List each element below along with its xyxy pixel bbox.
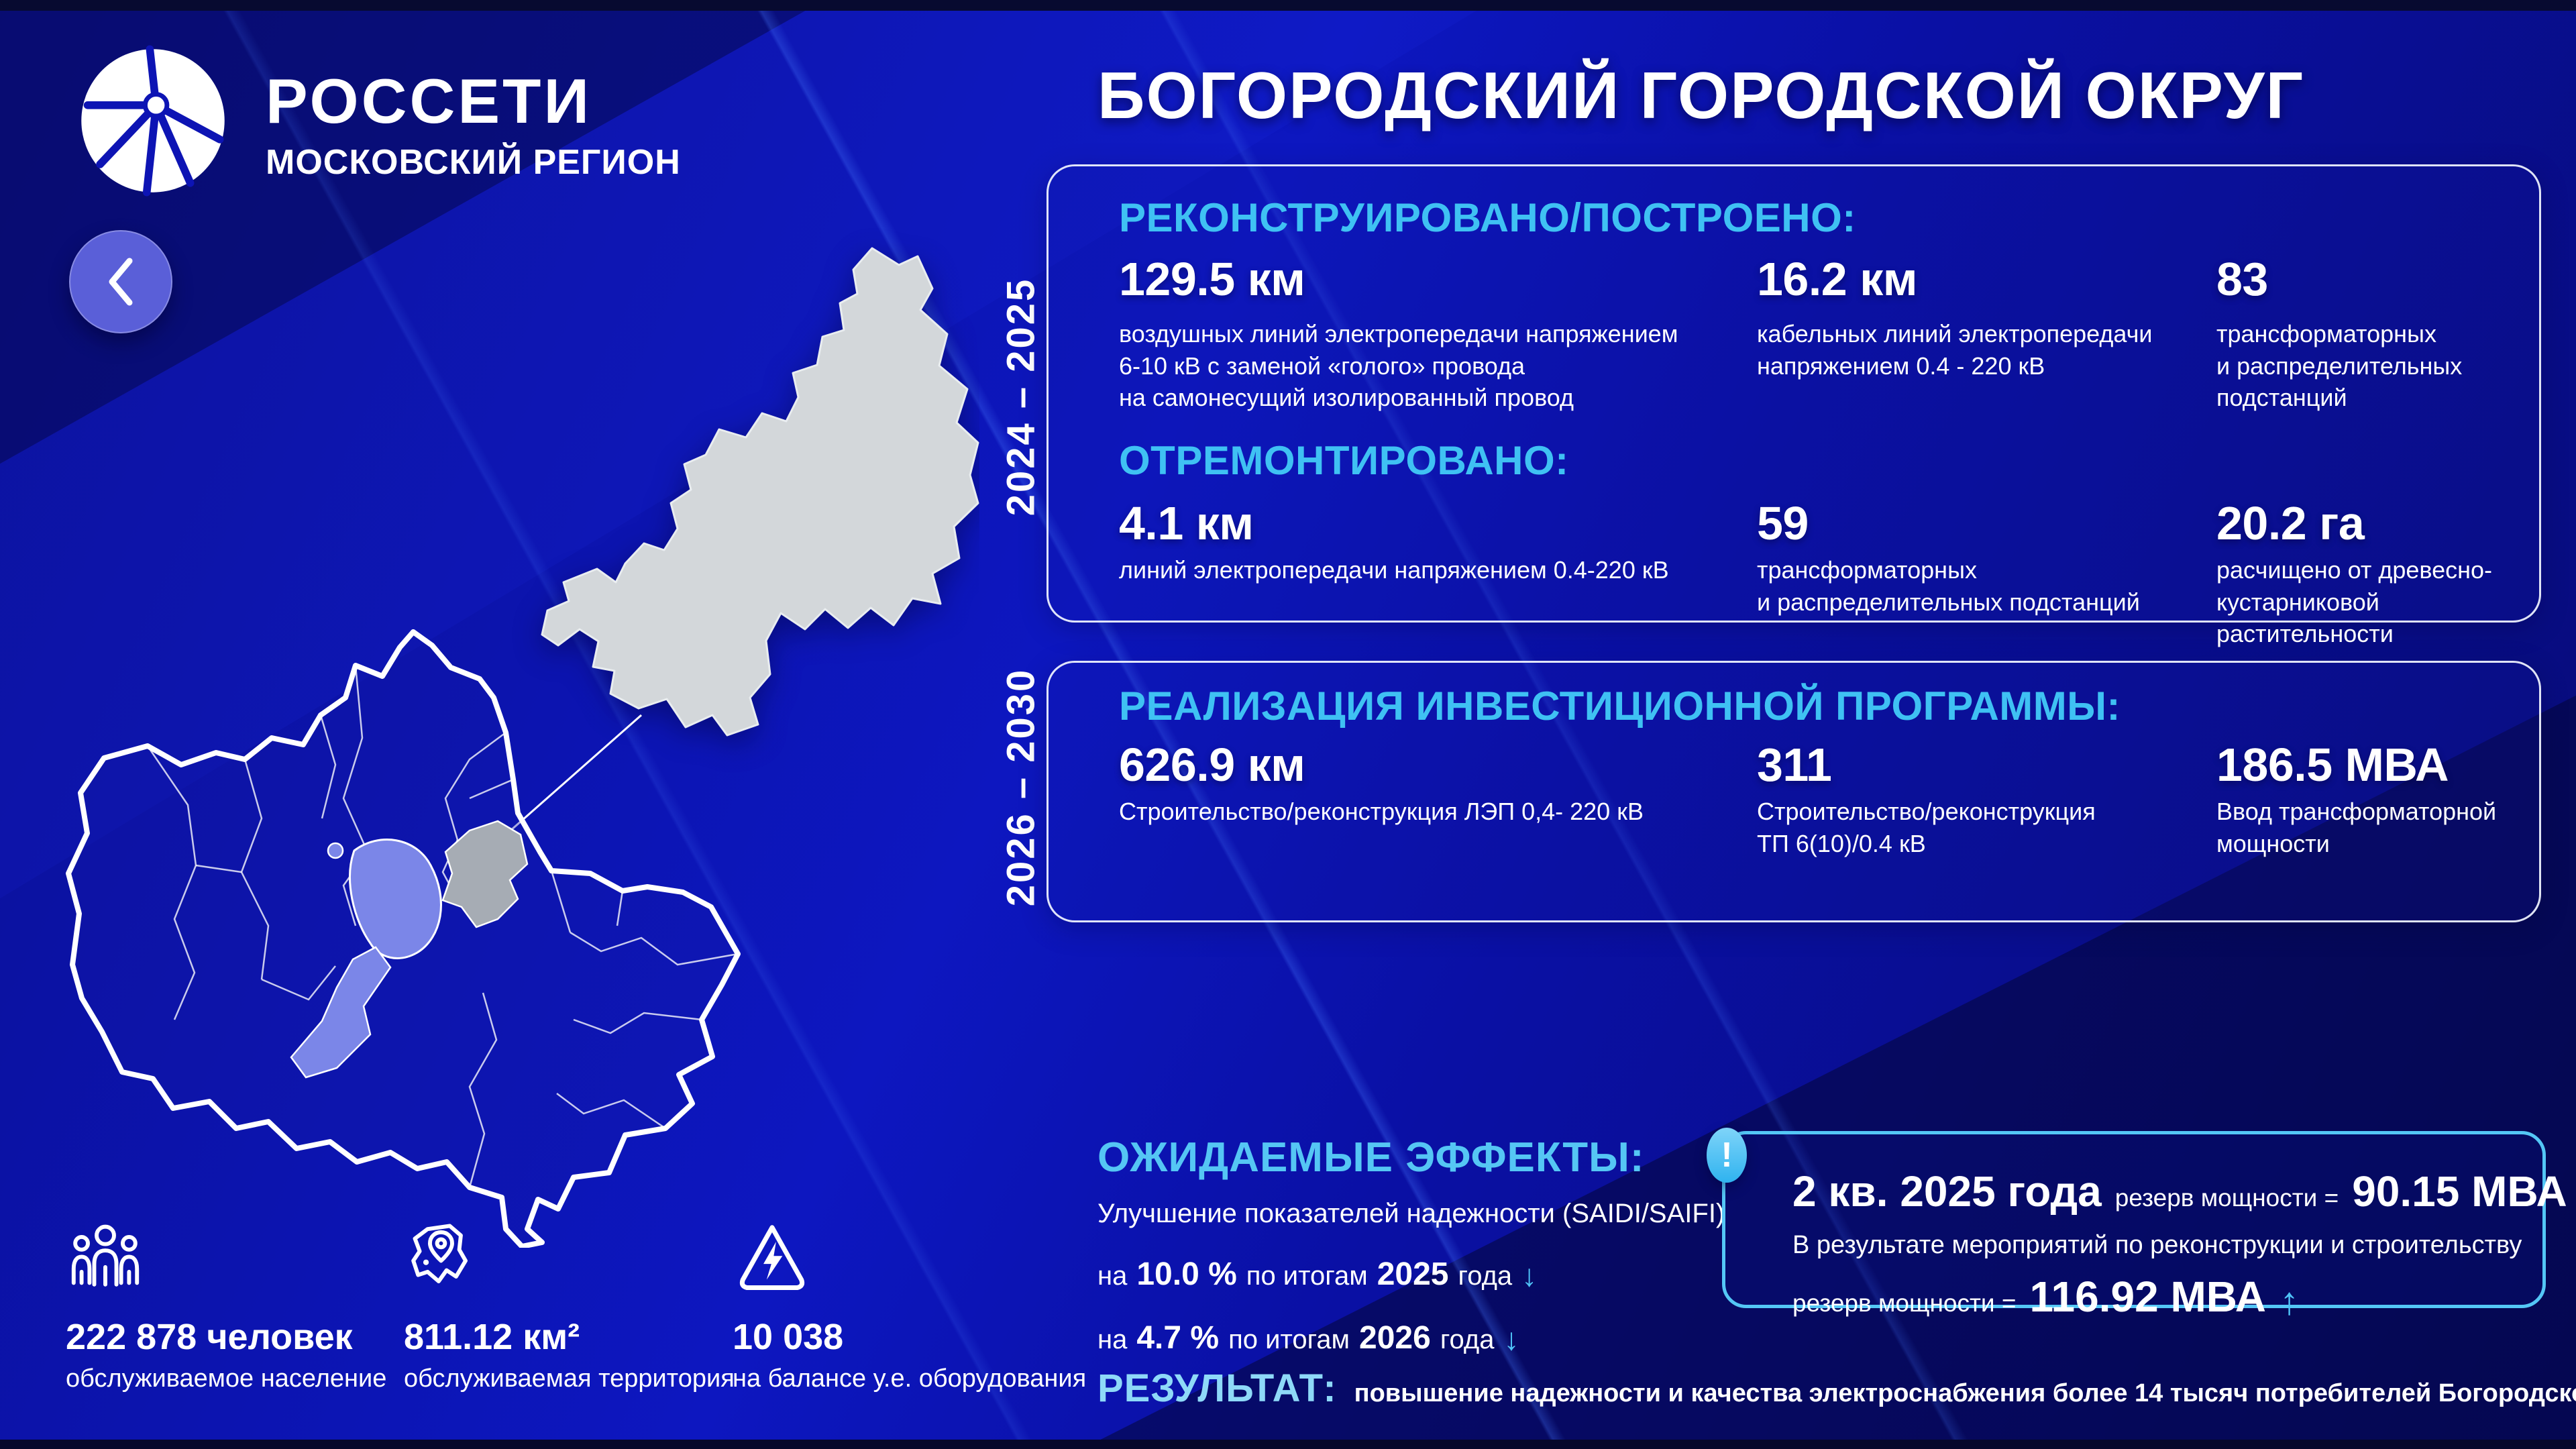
district-borders (146, 665, 739, 1188)
stat-desc: трансформаторных и распределительных под… (2216, 320, 2463, 412)
stat-value: 16.2 км (1757, 253, 1918, 305)
people-icon (71, 1224, 140, 1287)
rosseti-logo-icon (81, 45, 225, 197)
arrow-down-icon: ↓ (1503, 1322, 1519, 1356)
reserve-note: В результате мероприятий по реконструкци… (1792, 1231, 2522, 1259)
highlight-band (290, 946, 392, 1079)
effect-value: 4.7 % (1136, 1320, 1220, 1356)
panel-2024-2025: РЕКОНСТРУИРОВАНО/ПОСТРОЕНО: 129.5 км 16.… (1046, 164, 2541, 647)
effect-pre: на (1097, 1261, 1128, 1291)
effects-subheading: Улучшение показателей надежности (SAIDI/… (1097, 1199, 1725, 1228)
effect-post: года (1440, 1325, 1495, 1354)
stat-desc: Строительство/реконструкция ЛЭП 0,4- 220… (1119, 798, 1644, 825)
reserve-value-now: 90.15 МВА (2352, 1167, 2567, 1216)
effect-post: года (1458, 1261, 1513, 1291)
stat-desc: трансформаторных и распределительных под… (1757, 556, 2140, 616)
arrow-up-icon: ↑ (2279, 1279, 2300, 1323)
effect-mid: по итогам (1228, 1325, 1350, 1354)
stat-label: обслуживаемая территория (404, 1364, 735, 1393)
effect-pre: на (1097, 1325, 1128, 1354)
stat-value: 186.5 МВА (2216, 739, 2449, 791)
stat-value: 811.12 км² (404, 1317, 580, 1357)
moscow-region-map (66, 247, 979, 1248)
effect-row: на 10.0 % по итогам 2025 года ↓ (1097, 1256, 1741, 1293)
stat-desc: линий электропередачи напряжением 0.4-22… (1119, 556, 1669, 584)
chevron-left-icon (109, 258, 133, 306)
reserve-value-future: 116.92 МВА (2029, 1273, 2267, 1321)
stat-value: 222 878 человек (66, 1317, 353, 1357)
stat-desc: Строительство/реконструкция ТП 6(10)/0.4… (1757, 798, 2096, 857)
page-title: БОГОРОДСКИЙ ГОРОДСКОЙ ОКРУГ (1097, 58, 2305, 132)
reserve-line-current: 2 кв. 2025 года резерв мощности = 90.15 … (1792, 1167, 2567, 1216)
reserve-line-future: резерв мощности = 116.92 МВА ↑ (1792, 1272, 2522, 1323)
highlight-dot (327, 842, 344, 859)
moscow-highlight-area (349, 839, 442, 959)
effects-heading: ОЖИДАЕМЫЕ ЭФФЕКТЫ: (1097, 1134, 1645, 1181)
stat-territory: 811.12 км² обслуживаемая территория (404, 1220, 735, 1393)
territory-pin-icon (411, 1224, 468, 1283)
stat-value: 59 (1757, 497, 1809, 549)
panel-2026-2030: РЕАЛИЗАЦИЯ ИНВЕСТИЦИОННОЙ ПРОГРАММЫ: 626… (1046, 661, 2541, 922)
stat-desc: Ввод трансформаторной мощности (2216, 798, 2497, 857)
stat-equipment: 10 038 на балансе у.е. оборудования (733, 1220, 1087, 1393)
effect-mid: по итогам (1246, 1261, 1368, 1291)
built-heading: РЕКОНСТРУИРОВАНО/ПОСТРОЕНО: (1119, 195, 1856, 240)
repaired-heading: ОТРЕМОНТИРОВАНО: (1119, 438, 1569, 483)
stat-value: 10 038 (733, 1317, 844, 1357)
reserve-label: резерв мощности = (2114, 1184, 2339, 1212)
effect-row: на 4.7 % по итогам 2026 года ↓ (1097, 1320, 1741, 1356)
reserve-period: 2 кв. 2025 года (1792, 1167, 2102, 1216)
investment-heading: РЕАЛИЗАЦИЯ ИНВЕСТИЦИОННОЙ ПРОГРАММЫ: (1119, 684, 2121, 729)
exclamation-badge: ! (1707, 1128, 1747, 1183)
stat-desc: расчищено от древесно- кустарниковой рас… (2216, 556, 2493, 648)
brand-region: МОСКОВСКИЙ РЕГИОН (266, 143, 681, 182)
result-text: повышение надежности и качества электрос… (1354, 1379, 2576, 1407)
period-label-2024-2025: 2024 – 2025 (999, 277, 1043, 517)
power-warning-icon (739, 1225, 805, 1291)
top-edge-strip (0, 0, 2576, 11)
stat-label: на балансе у.е. оборудования (733, 1364, 1087, 1393)
result-label: РЕЗУЛЬТАТ: (1097, 1366, 1337, 1410)
stat-desc: воздушных линий электропередачи напряжен… (1119, 320, 1678, 412)
effect-year: 2025 (1377, 1256, 1449, 1292)
back-button[interactable] (69, 230, 172, 333)
brand-logo-block: РОССЕТИ МОСКОВСКИЙ РЕГИОН (75, 43, 681, 199)
stat-value: 129.5 км (1119, 253, 1305, 305)
brand-name: РОССЕТИ (266, 66, 592, 136)
stat-desc: кабельных линий электропередачи напряжен… (1757, 320, 2153, 380)
stat-value: 311 (1757, 739, 1832, 791)
stat-label: обслуживаемое население (66, 1364, 387, 1393)
map-connector-line (504, 714, 642, 837)
effect-value: 10.0 % (1136, 1256, 1237, 1292)
stat-population: 222 878 человек обслуживаемое население (66, 1220, 388, 1393)
district-inset-shape (541, 247, 979, 737)
expected-effects-block: ОЖИДАЕМЫЕ ЭФФЕКТЫ: Улучшение показателей… (1097, 1134, 1741, 1356)
arrow-down-icon: ↓ (1521, 1258, 1538, 1293)
stat-value: 20.2 га (2216, 497, 2365, 549)
reserve-capacity-box: ! 2 кв. 2025 года резерв мощности = 90.1… (1707, 1128, 2567, 1323)
stat-value: 83 (2216, 253, 2268, 305)
stat-value: 626.9 км (1119, 739, 1305, 791)
district-highlight-gray (441, 820, 529, 928)
stat-value: 4.1 км (1119, 497, 1254, 549)
bottom-edge-strip (0, 1440, 2576, 1449)
period-label-2026-2030: 2026 – 2030 (999, 667, 1043, 907)
reserve-label: резерв мощности = (1792, 1289, 2017, 1317)
result-line: РЕЗУЛЬТАТ: повышение надежности и качест… (1097, 1366, 2576, 1411)
effect-year: 2026 (1359, 1320, 1431, 1356)
